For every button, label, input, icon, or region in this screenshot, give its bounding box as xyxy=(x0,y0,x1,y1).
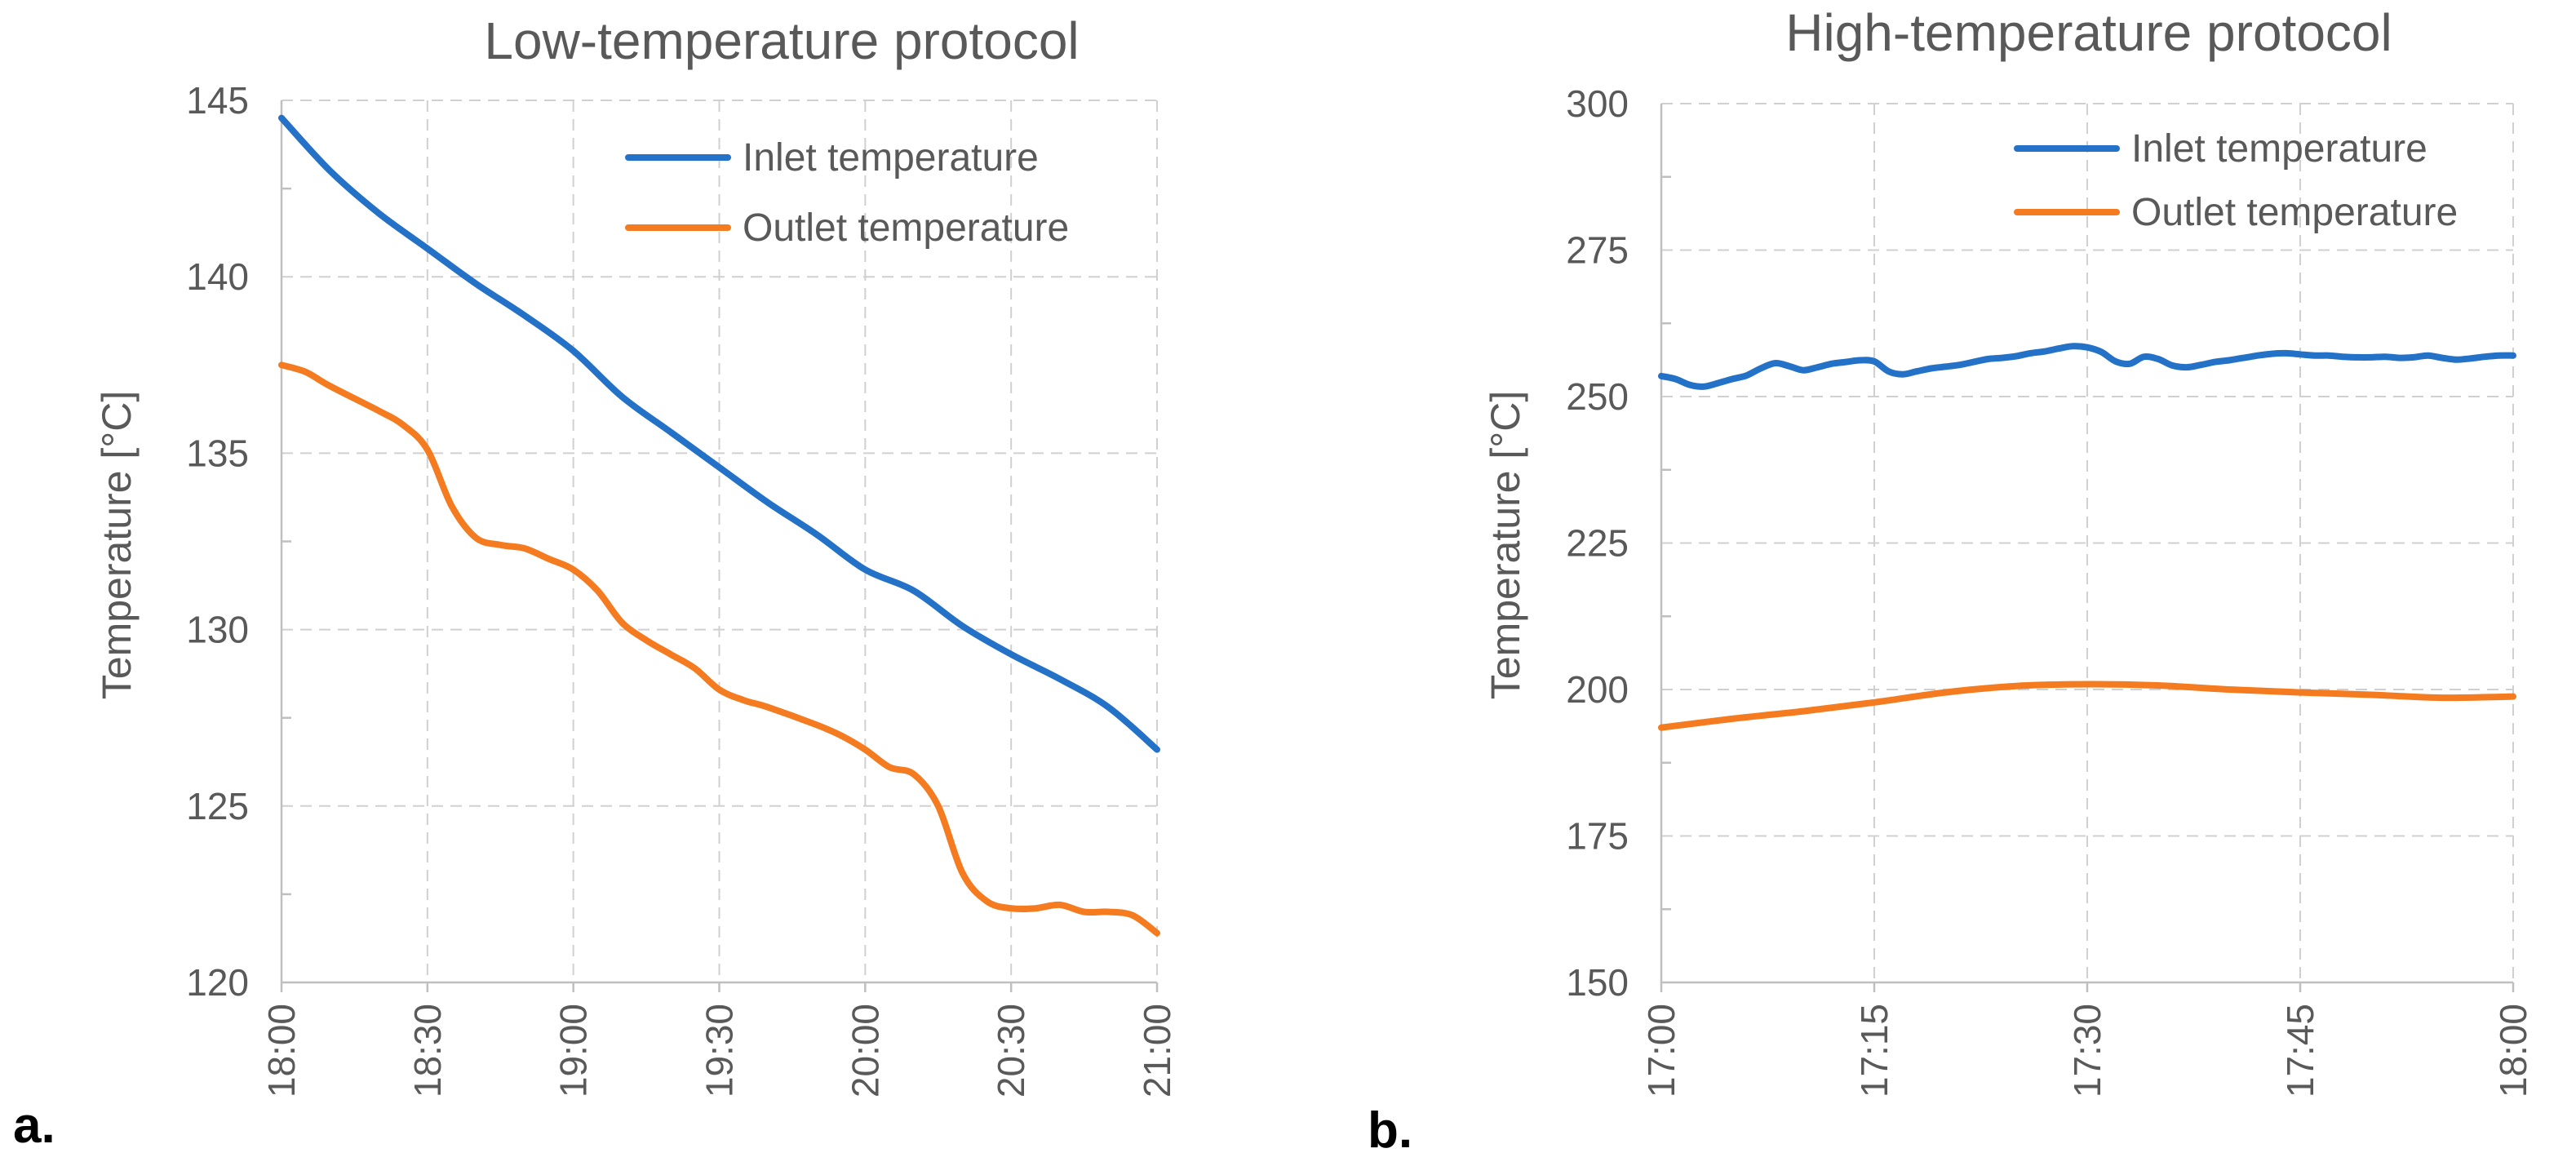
x-tick-label: 21:00 xyxy=(1136,1004,1178,1097)
legend-label-outlet-a: Outlet temperature xyxy=(743,206,1069,250)
series-group-b xyxy=(1658,343,2516,731)
y-tick-labels-b: 150 175 200 225 250 275 300 xyxy=(1566,82,1629,1004)
gridlines-b xyxy=(1661,103,2514,982)
chart-panel-a: Low-temperature protocol 120 125 130 135 140… xyxy=(13,11,1178,1154)
y-axis-title-a: Temperature [°C] xyxy=(94,391,140,699)
series-group-a xyxy=(278,114,1160,937)
axes-b xyxy=(1660,104,2515,992)
y-tick-label: 150 xyxy=(1566,961,1629,1004)
x-tick-labels-a: 18:00 18:30 19:00 19:30 20:00 20:30 21:00 xyxy=(260,1004,1178,1097)
y-tick-label: 120 xyxy=(186,961,249,1004)
y-tick-label: 300 xyxy=(1566,82,1629,125)
axes-a xyxy=(280,100,1159,992)
series-line-inlet-a xyxy=(278,114,1160,753)
x-tick-label: 17:30 xyxy=(2066,1004,2108,1097)
gridlines-a xyxy=(282,100,1158,982)
y-tick-label: 225 xyxy=(1566,522,1629,565)
series-line-outlet-b xyxy=(1658,681,2516,731)
chart-panel-b: High-temperature protocol 150 175 200 225 25… xyxy=(1368,3,2534,1159)
x-tick-labels-b: 17:00 17:15 17:30 17:45 18:00 xyxy=(1640,1004,2534,1097)
y-tick-label: 175 xyxy=(1566,815,1629,858)
y-tick-label: 200 xyxy=(1566,668,1629,711)
legend-label-outlet-b: Outlet temperature xyxy=(2131,191,2458,234)
x-tick-label: 20:00 xyxy=(844,1004,886,1097)
y-tick-label: 125 xyxy=(186,785,249,827)
x-tick-label: 17:45 xyxy=(2279,1004,2321,1097)
legend-label-inlet-a: Inlet temperature xyxy=(743,136,1039,180)
x-tick-label: 18:30 xyxy=(406,1004,449,1097)
y-tick-label: 135 xyxy=(186,432,249,474)
chart-title-b: High-temperature protocol xyxy=(1785,3,2392,62)
x-tick-label: 19:30 xyxy=(698,1004,741,1097)
x-tick-label: 18:00 xyxy=(2492,1004,2534,1097)
x-tick-label: 18:00 xyxy=(260,1004,303,1097)
y-tick-label: 140 xyxy=(186,255,249,298)
x-tick-label: 19:00 xyxy=(552,1004,595,1097)
legend-b: Inlet temperature Outlet temperature xyxy=(2014,127,2458,234)
chart-title-a: Low-temperature protocol xyxy=(484,11,1079,70)
x-tick-label: 17:00 xyxy=(1640,1004,1683,1097)
series-line-inlet-b xyxy=(1658,343,2516,390)
series-line-outlet-a xyxy=(278,361,1160,937)
x-tick-label: 17:15 xyxy=(1853,1004,1895,1097)
y-tick-label: 130 xyxy=(186,609,249,651)
y-tick-label: 145 xyxy=(186,79,249,122)
y-tick-labels-a: 120 125 130 135 140 145 xyxy=(186,79,249,1004)
legend-a: Inlet temperature Outlet temperature xyxy=(625,136,1069,250)
y-tick-label: 275 xyxy=(1566,229,1629,272)
panel-label-b: b. xyxy=(1368,1102,1412,1159)
x-tick-label: 20:30 xyxy=(990,1004,1032,1097)
y-axis-title-b: Temperature [°C] xyxy=(1483,391,1528,699)
panel-label-a: a. xyxy=(13,1097,55,1154)
legend-label-inlet-b: Inlet temperature xyxy=(2131,127,2427,171)
y-tick-label: 250 xyxy=(1566,375,1629,418)
